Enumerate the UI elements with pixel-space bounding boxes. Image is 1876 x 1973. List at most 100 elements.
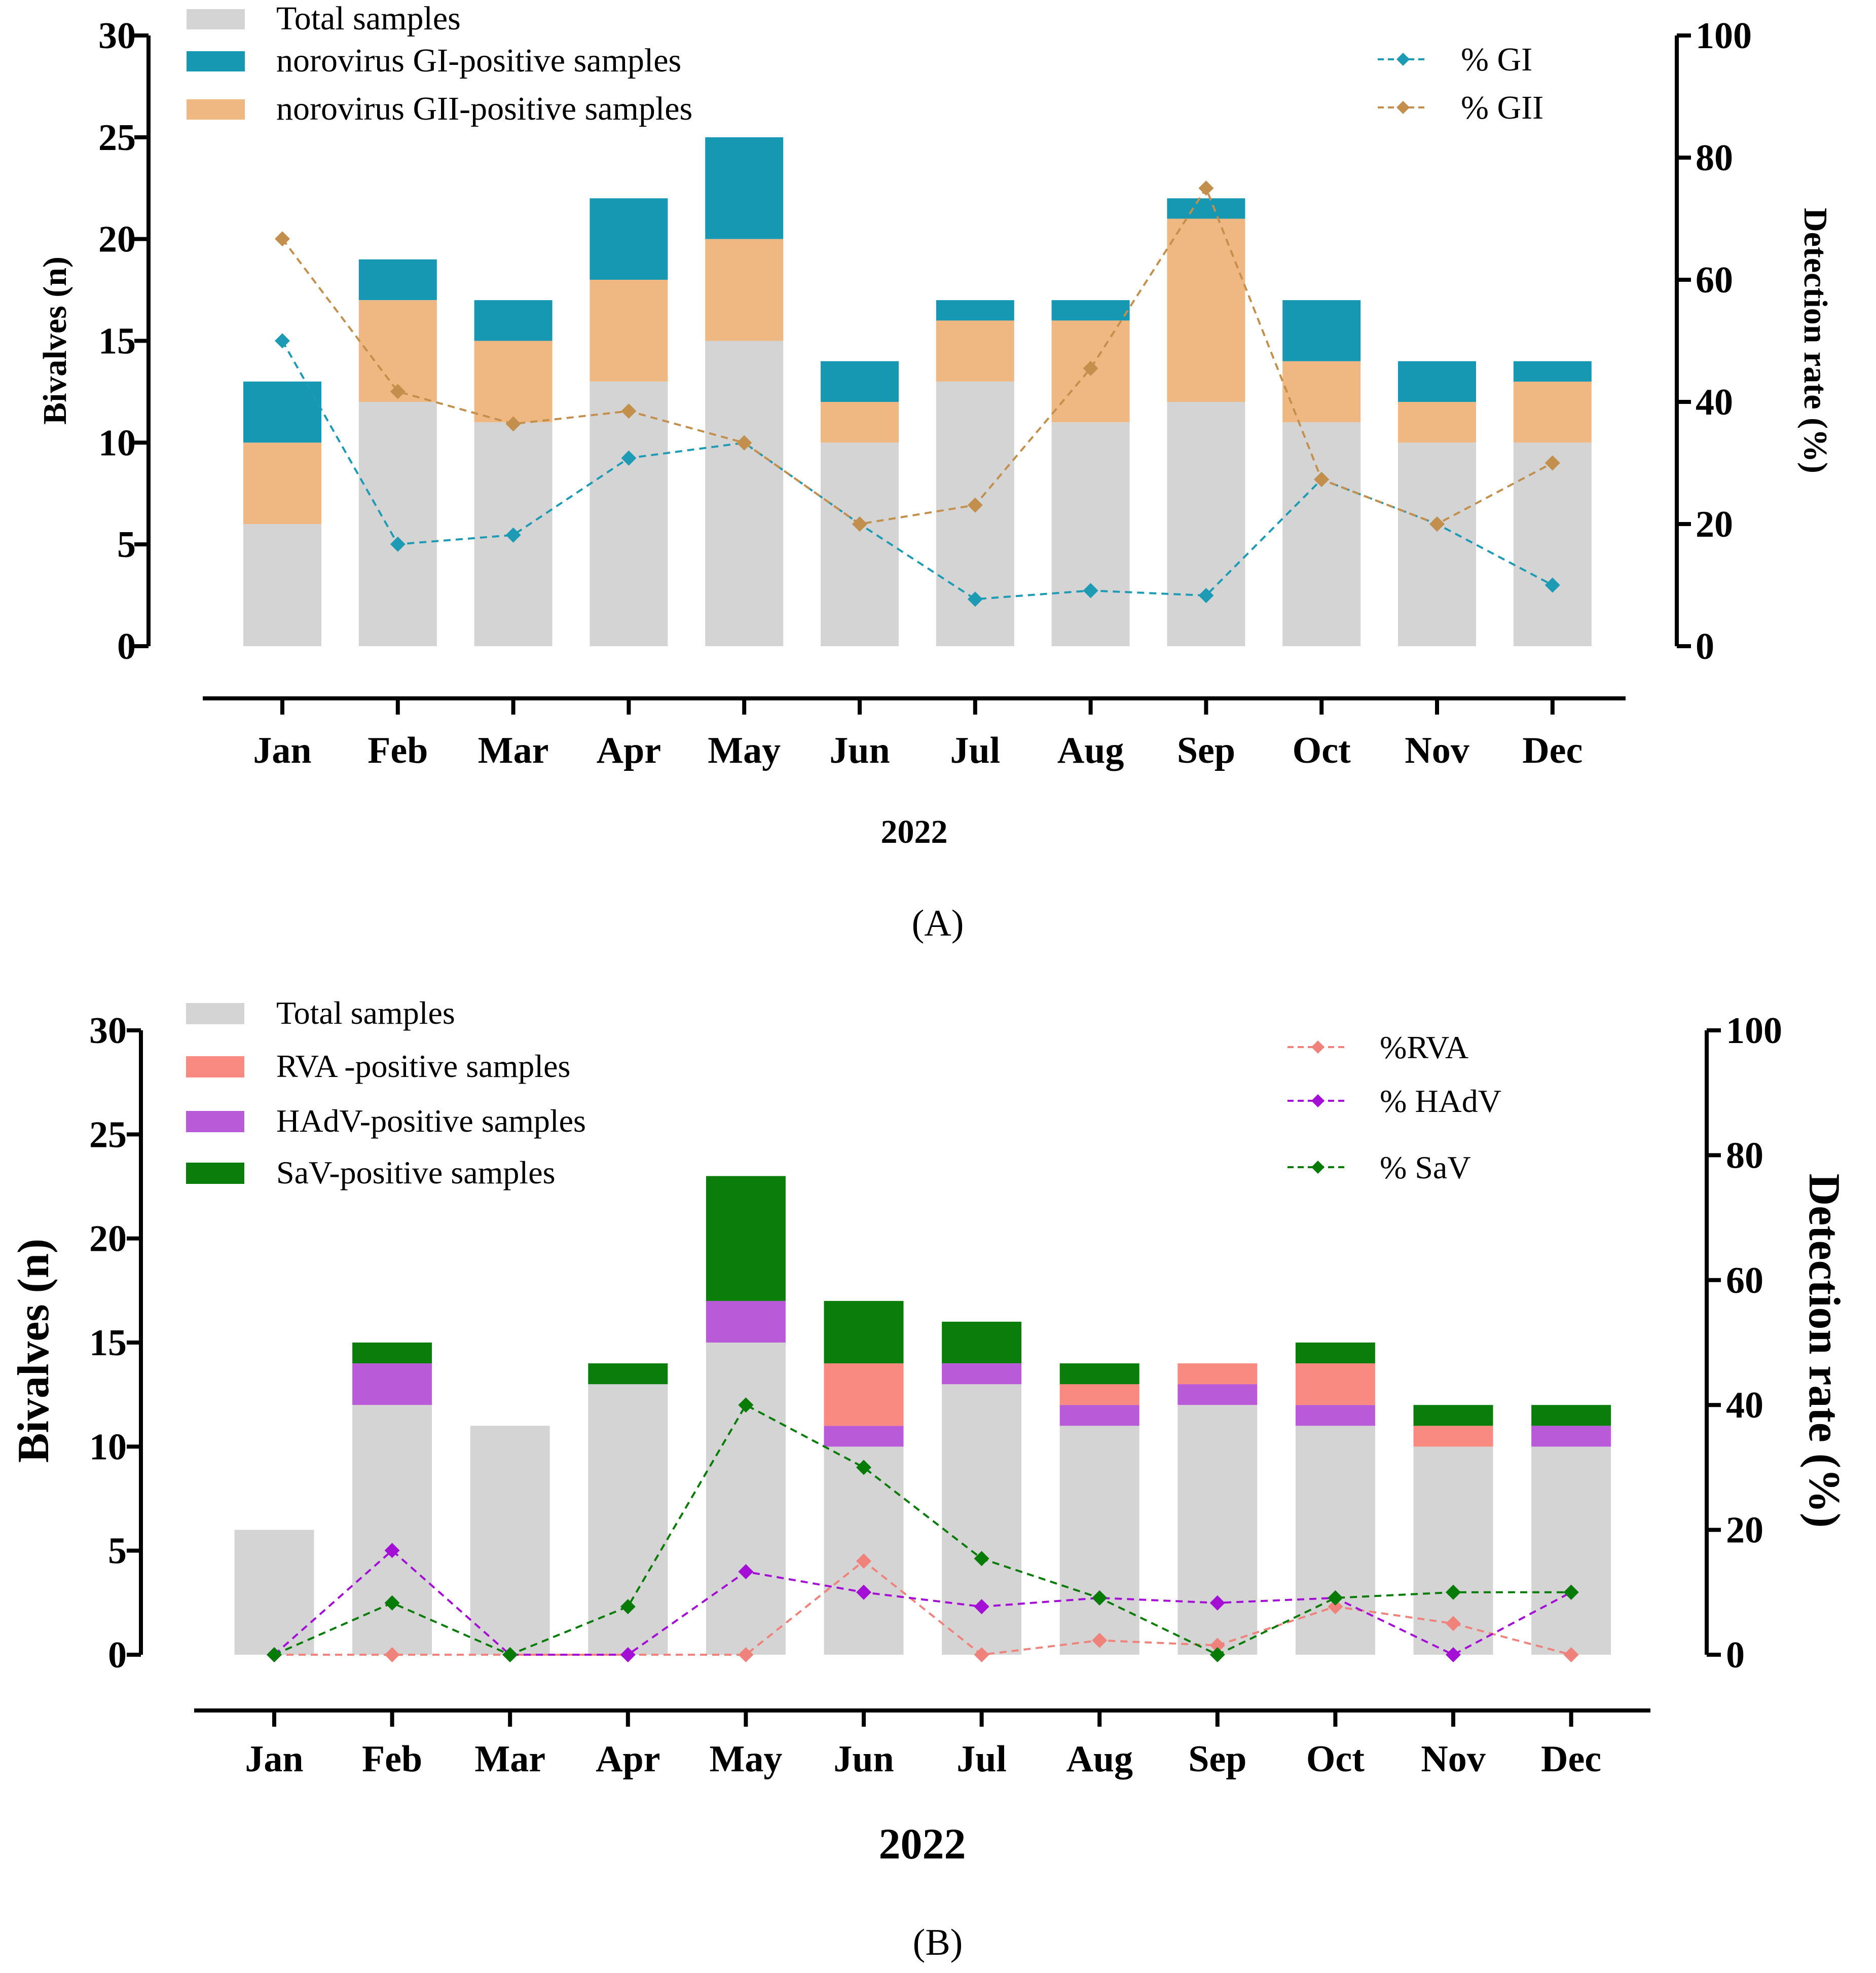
bar-hadv_bar-jun [824,1426,904,1447]
bar-gii_bar-jan [243,442,321,524]
bar-sav_bar-jul [942,1321,1022,1363]
series-line-rva_line [274,1559,1572,1656]
right-tick-label: 80 [1696,137,1733,179]
x-tick-label-may: May [708,730,781,771]
line-series-rva_line [267,1553,1579,1662]
left-tick-label: 0 [117,626,136,667]
panel-label: (A) [912,903,964,944]
point-gii_line-dec [1544,455,1560,471]
point-hadv_line-nov [1446,1647,1461,1662]
right-axis: 0 20 40 60 80 100 [1705,1010,1782,1676]
legend-marker-hadv_line [1311,1094,1325,1107]
left-tick-label: 15 [98,321,136,362]
left-axis: 0 5 10 15 20 25 30 [98,15,151,667]
point-gii_line-nov [1429,516,1445,532]
bar-gii_bar-jun [821,402,899,443]
right-tick-label: 20 [1726,1510,1763,1551]
legend-line-label-gi_line: % GI [1461,41,1532,78]
line-legend: % GI % GII [1378,41,1543,126]
bar-sav_bar-jun [824,1300,904,1364]
line-legend: %RVA % HAdV % SaV [1288,1029,1501,1185]
point-sav_line-sep [1209,1647,1225,1662]
bar-sav_bar-feb [352,1343,432,1364]
left-tick-label: 10 [98,422,136,464]
line-series-gii_line [275,180,1560,532]
right-tick-label: 80 [1726,1135,1763,1176]
x-tick-label-feb: Feb [367,730,428,771]
bar-hadv_bar-sep [1178,1384,1258,1405]
right-tick-label: 100 [1726,1010,1782,1052]
bar-rva_bar-oct [1295,1363,1375,1405]
bar-sav_bar-dec [1531,1405,1611,1426]
point-sav_line-jun [856,1460,871,1475]
legend-swatch-rva_bar [186,1056,244,1077]
right-tick-label: 0 [1696,626,1714,667]
bar-rva_bar-jun [824,1363,904,1426]
bar-hadv_bar-oct [1295,1405,1375,1426]
left-tick-label: 0 [108,1634,127,1676]
point-gii_line-feb [390,384,406,399]
point-gi_line-apr [621,450,637,466]
point-rva_line-oct [1328,1599,1343,1615]
left-tick-label: 5 [117,524,136,566]
point-hadv_line-jul [974,1599,989,1615]
bar-total-feb [358,402,437,646]
bar-sav_bar-aug [1059,1363,1139,1385]
point-gii_line-oct [1314,472,1330,488]
bar-rva_bar-aug [1059,1384,1139,1405]
bar-total-may [706,1343,786,1655]
right-tick-label: 40 [1726,1385,1763,1426]
x-tick-label-mar: Mar [478,730,549,771]
point-sav_line-dec [1563,1584,1579,1600]
point-sav_line-may [738,1397,754,1413]
point-hadv_line-apr [620,1647,636,1662]
point-gii_line-may [737,435,752,451]
point-gi_line-jan [275,333,290,349]
legend-line-label-hadv_line: % HAdV [1380,1083,1501,1119]
point-gi_line-jul [967,591,983,607]
left-tick-label: 30 [89,1010,127,1052]
legend-line-label-rva_line: %RVA [1380,1029,1468,1065]
bar-total-may [705,341,784,646]
right-axis: 0 20 40 60 80 100 [1675,15,1752,667]
bar-gi_bar-oct [1282,300,1361,361]
right-tick-label: 20 [1696,504,1733,545]
bar-gi_bar-feb [358,259,437,301]
bar-total-jun [824,1446,904,1655]
bar-total-oct [1282,422,1361,646]
bar-gii_bar-sep [1167,218,1245,402]
point-gi_line-aug [1083,583,1098,599]
point-sav_line-jul [974,1551,989,1567]
x-tick-label-jun: Jun [833,1738,894,1780]
point-gi_line-sep [1198,587,1214,603]
bar-gii_bar-may [705,239,784,341]
point-gi_line-dec [1544,577,1560,593]
right-tick-label: 40 [1696,382,1733,423]
point-rva_line-dec [1563,1647,1579,1662]
bar-total-jan [234,1530,314,1655]
bar-sav_bar-nov [1413,1405,1493,1426]
legend-swatch-gi_bar [187,51,245,71]
legend-swatch-hadv_bar [186,1111,244,1132]
point-gi_line-feb [390,536,406,552]
bar-gi_bar-mar [474,300,553,341]
x-tick-label-oct: Oct [1293,730,1351,771]
bar-gii_bar-mar [474,341,553,423]
legend-label-gii_bar: norovirus GII-positive samples [276,90,692,127]
x-tick-label-may: May [709,1738,782,1780]
right-tick-label: 100 [1696,15,1752,57]
x-tick-label-jun: Jun [829,730,890,771]
x-axis: Jan Feb Mar Apr May Jun Jul Aug Sep Oct Nov Dec [203,696,1626,771]
point-sav_line-aug [1092,1590,1108,1606]
left-tick-label: 25 [98,117,136,159]
x-tick-label-dec: Dec [1522,730,1583,771]
point-gii_line-mar [505,416,521,432]
y-axis-label: Bivalves (n) [9,1239,58,1463]
series-line-gi_line [281,340,1553,601]
bar-gii_bar-dec [1513,381,1592,443]
bar-total-jun [821,442,899,646]
y-axis-label: Bivalves (n) [36,256,73,425]
point-sav_line-apr [620,1599,636,1615]
left-tick-label: 20 [89,1218,127,1260]
